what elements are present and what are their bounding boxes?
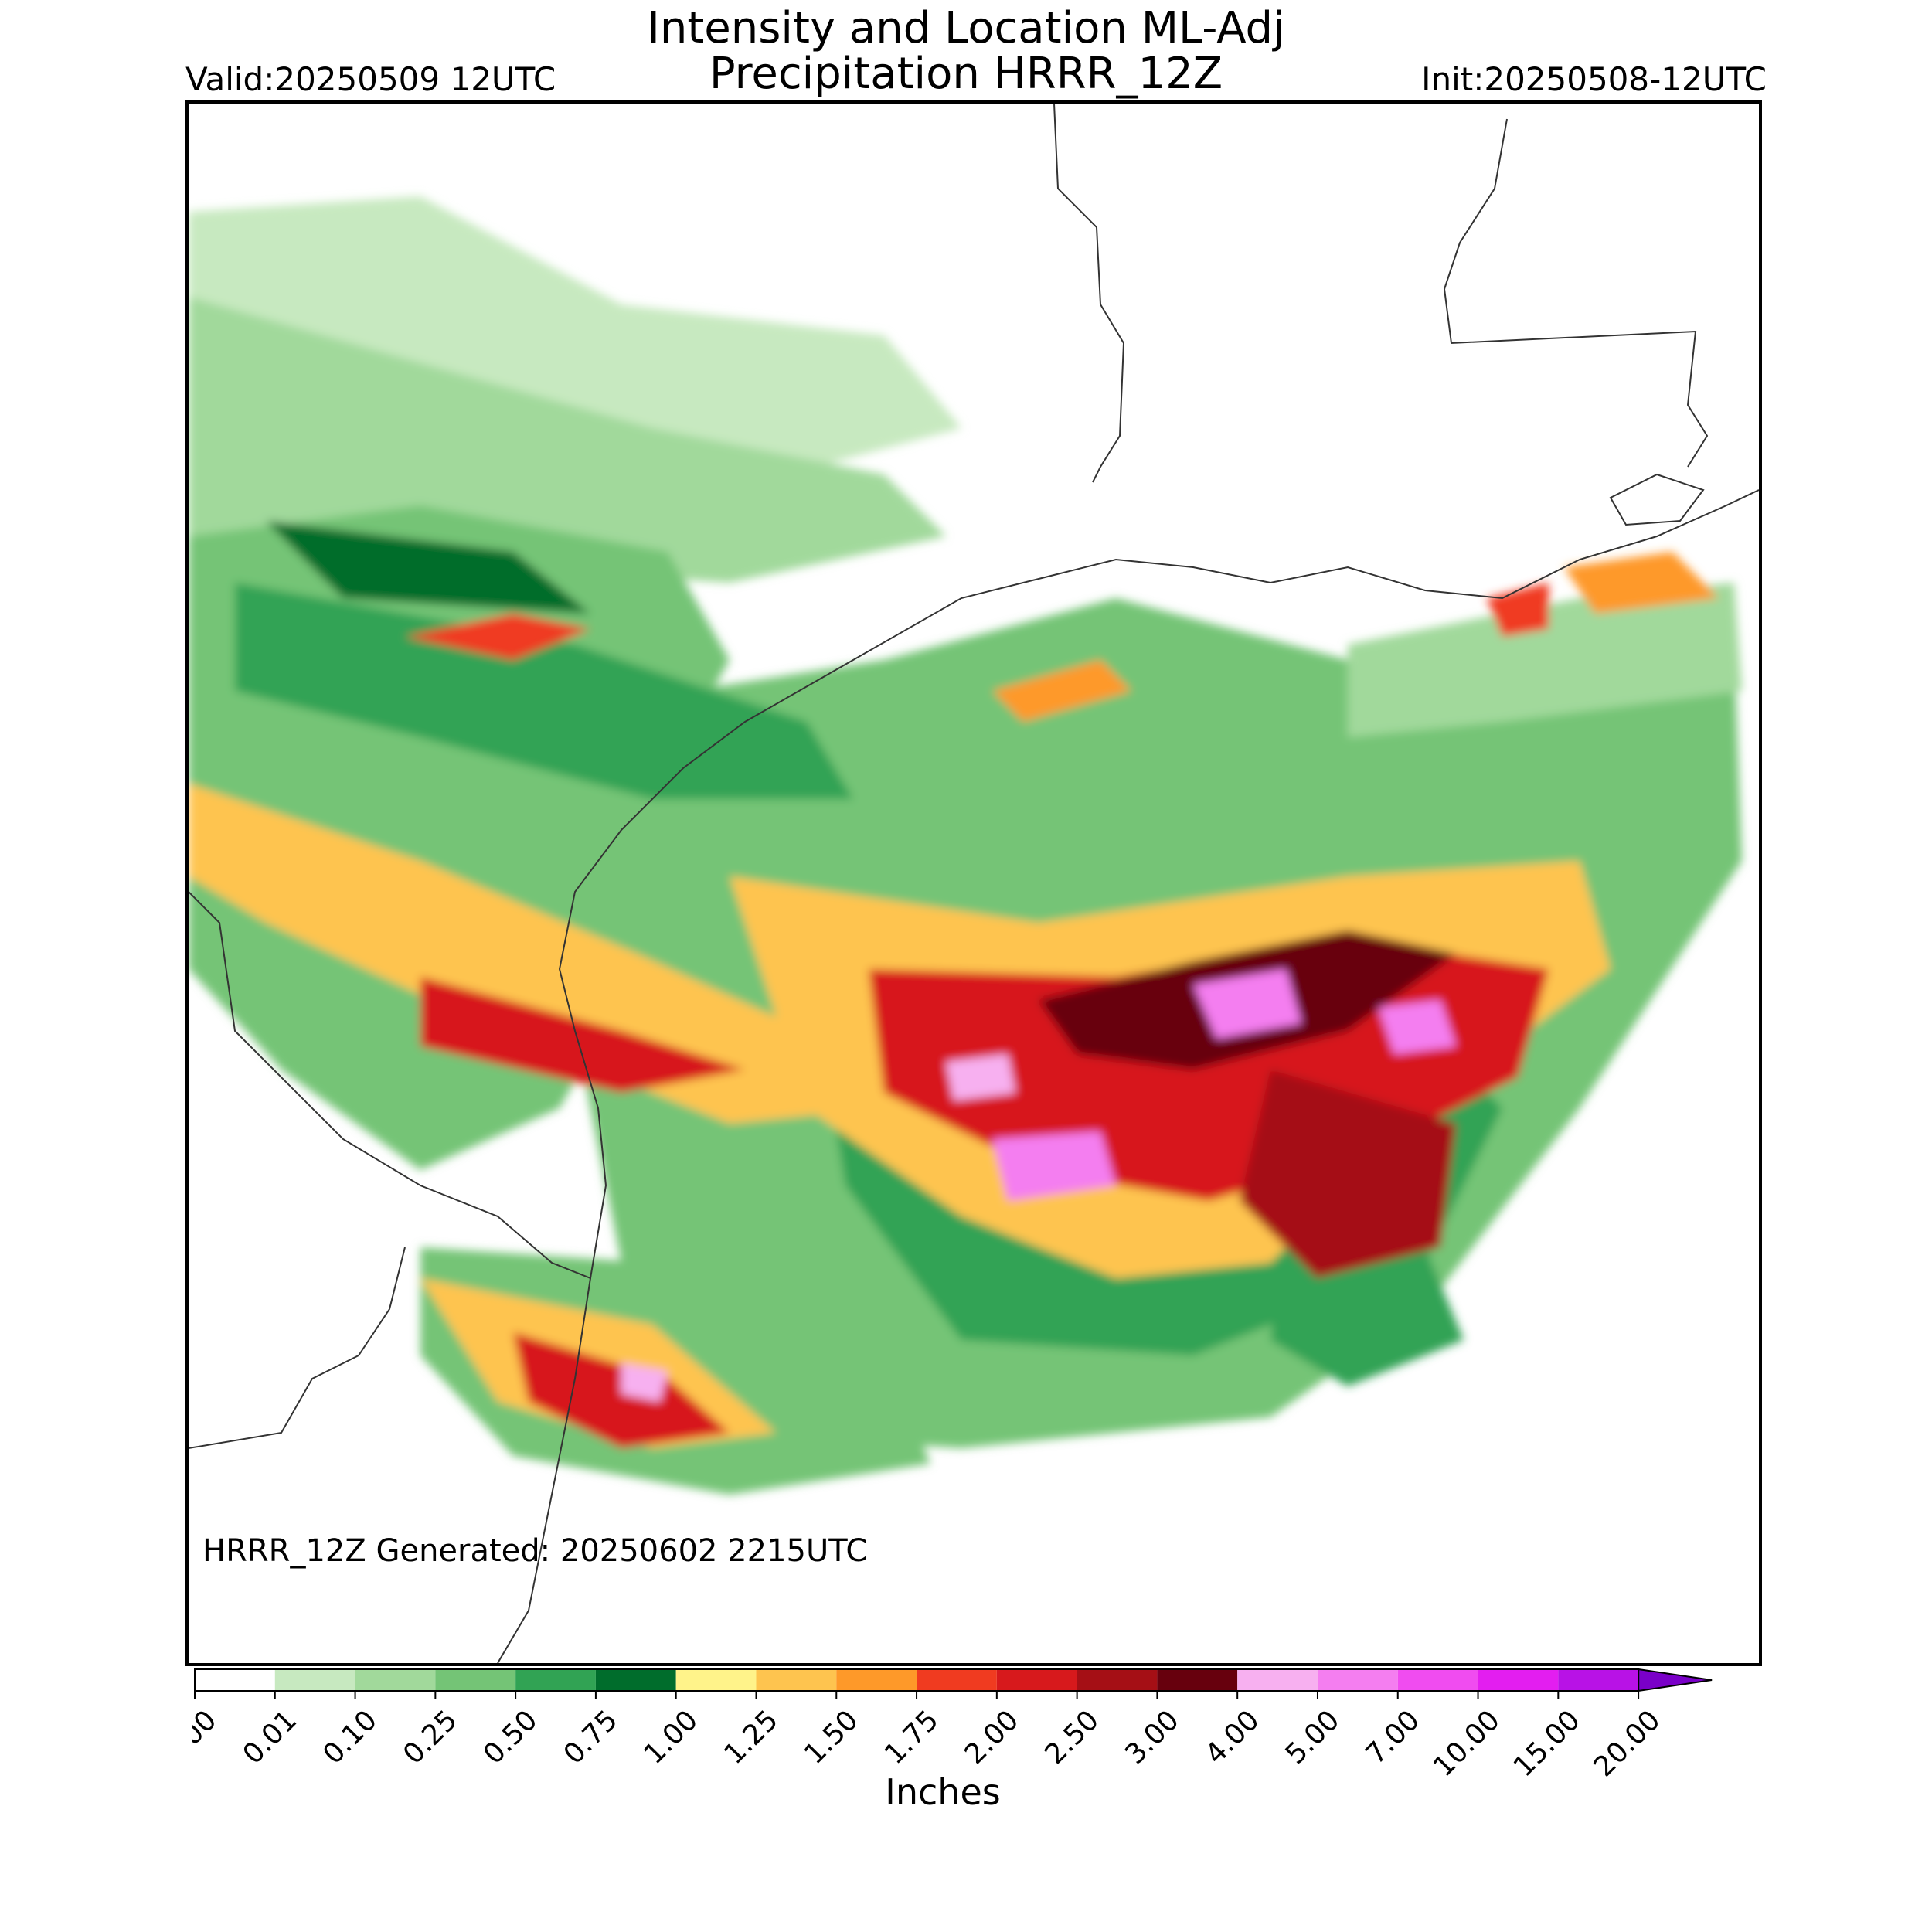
colorbar-swatch — [1237, 1669, 1318, 1691]
colorbar-tick-label: 1.50 — [798, 1704, 865, 1770]
colorbar-tick-label: 0.01 — [237, 1704, 304, 1770]
lake-outline — [1609, 473, 1705, 526]
colorbar-tick-label: 0.50 — [478, 1704, 544, 1770]
coastline — [189, 489, 1759, 1280]
title-line-1: Intensity and Location ML-Adj — [647, 3, 1285, 53]
colorbar-tick-label: 1.00 — [638, 1704, 704, 1770]
colorbar-swatch — [1397, 1669, 1478, 1691]
state-boundary-tx-la — [1053, 104, 1125, 483]
colorbar-swatch — [355, 1669, 436, 1691]
colorbar-swatch — [996, 1669, 1077, 1691]
colorbar-swatch — [435, 1669, 516, 1691]
generated-timestamp: HRRR_12Z Generated: 20250602 2215UTC — [202, 1533, 868, 1569]
colorbar-swatch — [1157, 1669, 1238, 1691]
colorbar-tick-label: 5.00 — [1280, 1704, 1346, 1770]
colorbar-swatch — [195, 1669, 275, 1691]
colorbar-tick-label: 3.00 — [1119, 1704, 1185, 1770]
colorbar-swatch — [836, 1669, 917, 1691]
colorbar-tick-label: 1.25 — [718, 1704, 784, 1770]
colorbar: 0.00 0.01 0.10 0.25 0.50 0.75 1.00 1.25 1.50 1.75… — [192, 1668, 1713, 1783]
coastline-south — [497, 1277, 591, 1663]
colorbar-swatch — [515, 1669, 596, 1691]
precip-field — [189, 104, 1759, 1663]
map-title: Intensity and Location ML-Adj Precipitat… — [0, 3, 1932, 99]
colorbar-swatch — [274, 1669, 355, 1691]
state-boundary-la-ms — [1443, 118, 1709, 468]
colorbar-label: Inches — [885, 1771, 1001, 1813]
colorbar-tick-label: 7.00 — [1360, 1704, 1427, 1770]
colorbar-tick-label: 4.00 — [1199, 1704, 1266, 1770]
colorbar-swatch — [1317, 1669, 1398, 1691]
precip-area-east — [1348, 583, 1742, 737]
colorbar-tick-label: 1.75 — [879, 1704, 945, 1770]
valid-time-label: Valid:20250509 12UTC — [185, 60, 556, 98]
colorbar-tick-label: 0.25 — [397, 1704, 464, 1770]
precipitation-map[interactable]: HRRR_12Z Generated: 20250602 2215UTC — [185, 100, 1762, 1666]
colorbar-tick-label: 0.10 — [317, 1704, 383, 1770]
colorbar-extend-arrow — [1638, 1668, 1713, 1692]
colorbar-swatch — [1077, 1669, 1158, 1691]
title-line-2: Precipitation HRRR_12Z — [709, 48, 1223, 99]
init-time-label: Init:20250508-12UTC — [1421, 60, 1767, 98]
colorbar-tick-label: 0.00 — [192, 1704, 223, 1770]
colorbar-swatch — [1478, 1669, 1559, 1691]
colorbar-swatch — [756, 1669, 837, 1691]
mexico-boundary — [189, 1247, 406, 1449]
colorbar-swatch — [1558, 1669, 1639, 1691]
colorbar-swatch — [595, 1669, 676, 1691]
colorbar-swatch — [917, 1669, 997, 1691]
colorbar-tick-label: 2.50 — [1039, 1704, 1105, 1770]
colorbar-tick-label: 2.00 — [959, 1704, 1026, 1770]
colorbar-tick-label: 0.75 — [558, 1704, 624, 1770]
colorbar-swatch — [675, 1669, 757, 1691]
